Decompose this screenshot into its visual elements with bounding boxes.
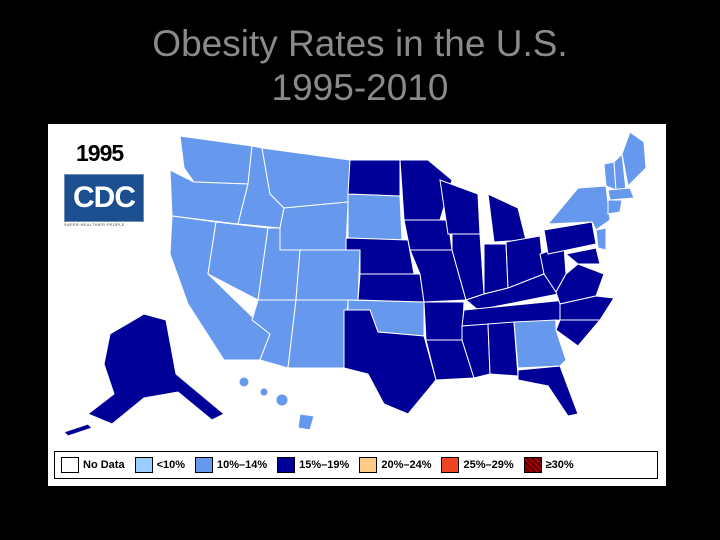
state-massachusetts bbox=[607, 187, 635, 201]
state-montana bbox=[261, 147, 351, 209]
state-mississippi bbox=[461, 323, 491, 379]
cdc-logo: CDC bbox=[64, 174, 144, 222]
state-south-carolina bbox=[555, 319, 602, 347]
cdc-logo-text: CDC bbox=[73, 181, 136, 214]
state-alaska-islands bbox=[63, 423, 93, 437]
state-hawaii-1 bbox=[238, 376, 250, 388]
title-line-2: 1995-2010 bbox=[271, 67, 449, 108]
legend-swatch bbox=[134, 457, 153, 473]
legend-label: 25%–29% bbox=[463, 459, 514, 471]
legend-item-20-24: 20%–24% bbox=[359, 457, 431, 473]
state-alabama bbox=[487, 321, 519, 377]
year-label: 1995 bbox=[76, 140, 124, 166]
legend-label: 15%–19% bbox=[299, 459, 350, 471]
map-panel: 1995 CDC SAFER·HEALTHIER·PEOPLE No Data … bbox=[48, 124, 666, 486]
state-washington bbox=[179, 135, 253, 185]
state-new-jersey bbox=[595, 227, 607, 251]
state-kansas bbox=[357, 273, 425, 303]
state-alaska bbox=[87, 313, 225, 425]
us-states-map-icon bbox=[63, 131, 647, 437]
state-arkansas bbox=[423, 301, 465, 341]
state-texas bbox=[343, 309, 437, 415]
legend-label: 10%–14% bbox=[217, 459, 268, 471]
state-connecticut bbox=[607, 199, 623, 215]
state-wyoming bbox=[279, 201, 349, 251]
state-missouri bbox=[409, 249, 467, 303]
legend-swatch bbox=[195, 457, 214, 473]
legend: No Data <10% 10%–14% 15%–19% 20%–24% 25%… bbox=[54, 451, 658, 479]
legend-swatch bbox=[277, 457, 296, 473]
legend-swatch bbox=[359, 457, 378, 473]
state-colorado bbox=[295, 249, 361, 301]
state-georgia bbox=[513, 319, 567, 369]
legend-label: ≥30% bbox=[545, 459, 574, 471]
state-pennsylvania bbox=[543, 221, 597, 255]
slide-title: Obesity Rates in the U.S. 1995-2010 bbox=[0, 22, 720, 110]
state-south-dakota bbox=[347, 193, 403, 241]
legend-item-15-19: 15%–19% bbox=[277, 457, 349, 473]
legend-label: <10% bbox=[156, 459, 186, 471]
title-line-1: Obesity Rates in the U.S. bbox=[152, 23, 568, 64]
legend-swatch bbox=[523, 457, 542, 473]
legend-item-10-14: 10%–14% bbox=[195, 457, 267, 473]
legend-item-30-plus: ≥30% bbox=[523, 457, 574, 473]
state-north-carolina bbox=[559, 295, 615, 321]
state-maryland bbox=[564, 247, 601, 265]
legend-swatch bbox=[61, 457, 79, 473]
legend-item-25-29: 25%–29% bbox=[441, 457, 514, 473]
state-michigan bbox=[487, 193, 527, 243]
state-iowa bbox=[403, 219, 453, 251]
legend-swatch bbox=[441, 457, 460, 473]
state-hawaii-3 bbox=[275, 393, 289, 407]
state-florida bbox=[517, 365, 579, 417]
state-hawaii-big-island bbox=[297, 413, 315, 431]
state-indiana bbox=[483, 243, 509, 295]
state-hawaii-2 bbox=[259, 387, 269, 397]
legend-label: No Data bbox=[83, 459, 125, 471]
state-new-mexico bbox=[287, 299, 349, 369]
legend-label: 20%–24% bbox=[381, 459, 432, 471]
state-maine bbox=[621, 131, 647, 188]
legend-item-no-data: No Data bbox=[61, 457, 125, 473]
legend-item-under-10: <10% bbox=[134, 457, 186, 473]
cdc-tagline: SAFER·HEALTHIER·PEOPLE bbox=[64, 222, 125, 227]
state-north-dakota bbox=[347, 159, 401, 197]
state-new-york bbox=[546, 185, 611, 231]
